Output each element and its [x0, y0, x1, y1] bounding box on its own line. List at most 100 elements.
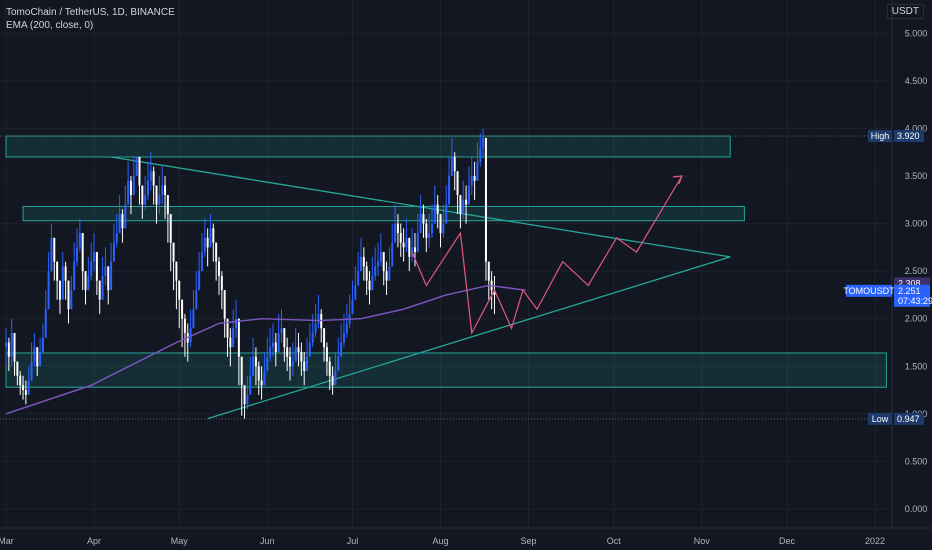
candle-body [70, 290, 73, 310]
candle-body [283, 328, 286, 348]
chart-legend: TomoChain / TetherUS, 1D, BINANCE EMA (2… [6, 6, 175, 32]
candle-body [67, 280, 70, 310]
candle-body [431, 223, 433, 234]
candle-body [377, 261, 380, 267]
y-tick-label: 2.500 [905, 266, 928, 276]
candle-body [342, 332, 345, 343]
candle-body [149, 171, 152, 181]
candle-body [78, 233, 81, 248]
candle-body [200, 252, 203, 272]
candle-body [340, 342, 343, 357]
candle-body [237, 318, 240, 357]
candle-body [297, 347, 300, 352]
candle-body [76, 247, 78, 262]
y-tick-label: 5.000 [905, 28, 928, 38]
high-price-value: 3.920 [897, 131, 920, 141]
candle-body [155, 185, 158, 205]
candle-body [212, 228, 215, 243]
candle-body [345, 323, 348, 333]
symbol-title[interactable]: TomoChain / TetherUS, 1D, BINANCE [6, 7, 175, 18]
zone-2 [22, 205, 745, 222]
candle-body [362, 256, 365, 267]
candle-body [453, 156, 456, 172]
candle-body [240, 356, 243, 386]
candle-body [164, 185, 167, 196]
y-tick-label: 4.000 [905, 123, 928, 133]
x-tick-label: 2022 [865, 536, 885, 546]
candle-body [433, 204, 436, 224]
indicator-label[interactable]: EMA (200, close, 0) [6, 20, 94, 31]
y-tick-label: 2.000 [905, 314, 928, 324]
current-price-badge [894, 284, 930, 307]
candle-body [41, 337, 44, 352]
candle-body [379, 252, 382, 262]
candle-body [107, 266, 110, 291]
y-tick-label: 1.500 [905, 361, 928, 371]
candle-body [306, 356, 309, 372]
candle-body [328, 361, 331, 376]
low-price-value: 0.947 [897, 414, 920, 424]
x-tick-label: Sep [521, 536, 537, 546]
candle-body [289, 356, 291, 367]
candle-body [50, 237, 53, 272]
candle-body [232, 328, 235, 348]
currency-label[interactable]: USDT [886, 4, 924, 19]
candle-body [183, 318, 186, 333]
y-tick-label: 3.000 [905, 219, 928, 229]
candle-body [467, 185, 470, 205]
y-tick-label: 3.500 [905, 171, 928, 181]
candle-body [175, 261, 178, 281]
candle-body [7, 342, 10, 357]
candle-body [476, 161, 479, 181]
candle-body [252, 356, 255, 376]
trendline-2 [207, 256, 731, 420]
x-tick-label: Mar [0, 536, 14, 546]
candle-body [260, 380, 263, 386]
candle-body [331, 375, 334, 386]
candle-body [158, 195, 161, 205]
candle-body [147, 180, 149, 196]
candle-body [445, 204, 448, 224]
candle-body [439, 214, 442, 234]
x-tick-label: May [171, 536, 189, 546]
candle-body [203, 237, 206, 253]
candle-body [84, 271, 87, 291]
x-tick-label: Aug [433, 536, 449, 546]
candle-body [87, 275, 90, 291]
candle-body [24, 390, 27, 395]
candle-body [5, 342, 7, 348]
ema-line [5, 284, 526, 415]
high-price-badge [894, 130, 924, 143]
candle-body [308, 342, 311, 357]
candle-body [226, 318, 229, 338]
candle-body [246, 394, 249, 405]
candle-body [30, 361, 33, 381]
candle-body [323, 328, 326, 348]
candle-body [73, 261, 76, 291]
candle-body [58, 280, 61, 300]
candle-body [405, 237, 408, 248]
candle-body [396, 223, 399, 234]
ema-price-value: 2.308 [898, 278, 921, 288]
candle-body [274, 342, 277, 352]
candle-body [416, 233, 419, 253]
candle-body [189, 328, 192, 343]
candle-body [56, 261, 59, 281]
candle-body [462, 199, 465, 215]
candle-body [263, 371, 266, 386]
candle-body [36, 347, 39, 367]
candle-body [235, 318, 238, 329]
candle-body [195, 290, 198, 310]
candle-body [166, 195, 169, 215]
candle-body [90, 261, 93, 276]
projection-path [411, 175, 683, 335]
candle-body [428, 233, 431, 238]
candle-body [110, 261, 113, 291]
candle-body [300, 352, 303, 362]
candle-body [280, 328, 283, 333]
candle-body [229, 337, 232, 348]
candle-body [482, 137, 485, 148]
